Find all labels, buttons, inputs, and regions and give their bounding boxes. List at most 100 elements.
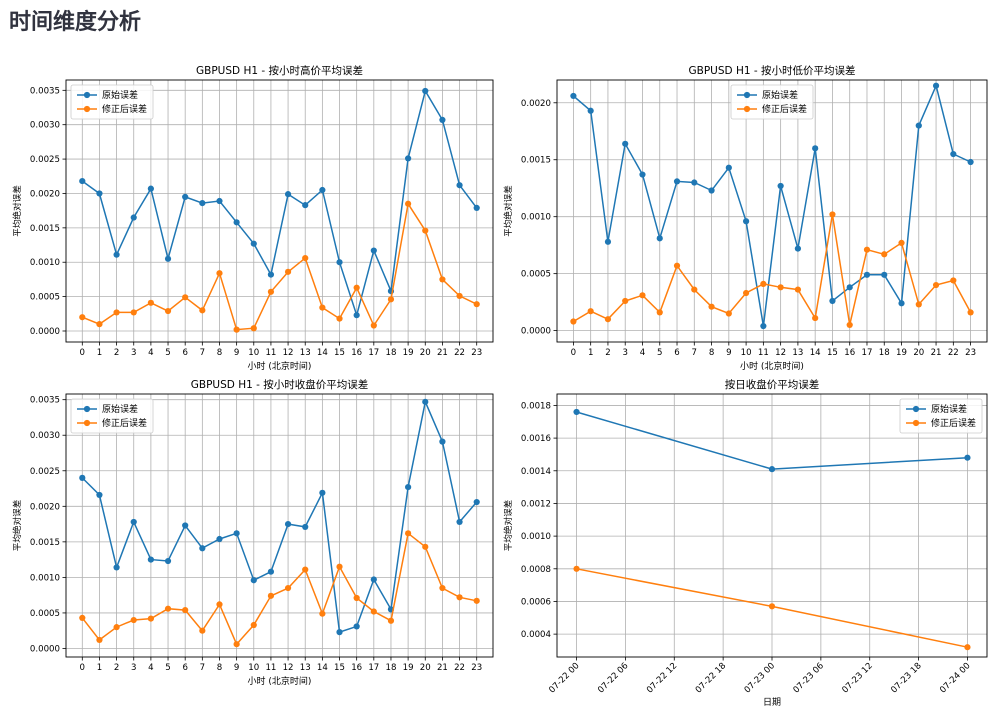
x-tick-label: 17 (862, 348, 873, 358)
data-point (199, 199, 206, 207)
x-tick-label: 6 (182, 663, 187, 673)
data-point (950, 277, 957, 284)
x-tick-label: 18 (879, 348, 890, 358)
x-tick-label: 21 (437, 348, 448, 358)
data-point (932, 82, 940, 89)
data-point (182, 294, 189, 301)
data-point (387, 617, 395, 624)
chart-high: 0.0000 0.0005 0.0010 0.0015 0.0020 0.0025 0.00… (11, 64, 494, 372)
data-point (863, 271, 871, 278)
series-line (81, 399, 478, 634)
data-point (760, 322, 767, 330)
x-tick-label: 12 (283, 663, 294, 673)
data-point (656, 309, 663, 316)
x-tick-label: 23 (965, 348, 976, 358)
data-point (250, 325, 257, 332)
x-tick-label: 3 (622, 348, 627, 358)
data-point (950, 150, 957, 158)
x-tick-label: 0 (80, 663, 85, 673)
y-tick-label: 0.0005 (30, 293, 60, 303)
x-tick-label: 15 (334, 663, 345, 673)
data-point (353, 623, 360, 630)
x-tick-label: 5 (165, 663, 170, 673)
legend-label: 修正后误差 (762, 103, 807, 115)
data-point (691, 286, 698, 293)
data-point (656, 235, 663, 242)
y-tick-label: 0.0012 (521, 499, 551, 509)
y-tick-label: 0.0030 (30, 121, 60, 131)
x-tick-label: 07-23 18 (889, 661, 923, 695)
legend-label: 原始误差 (102, 403, 138, 415)
x-tick-label: 14 (317, 663, 328, 673)
x-tick-label: 22 (454, 663, 465, 673)
data-point (967, 158, 974, 166)
data-point (725, 164, 732, 171)
chart-title: GBPUSD H1 - 按小时低价平均误差 (689, 64, 856, 77)
data-point (570, 318, 577, 325)
x-tick-label: 3 (131, 348, 136, 358)
y-tick-label: 0.0000 (30, 327, 60, 337)
data-point (147, 556, 154, 563)
data-point (794, 245, 802, 252)
series-corrected (79, 530, 480, 648)
data-point (302, 202, 309, 209)
x-tick-label: 19 (403, 663, 414, 673)
y-tick-label: 0.0016 (521, 434, 551, 444)
data-point (130, 309, 137, 316)
data-point (79, 177, 86, 185)
data-point (405, 530, 412, 537)
data-point (199, 307, 206, 314)
data-point (768, 603, 776, 610)
x-tick-label: 9 (726, 348, 731, 358)
data-point (387, 296, 395, 303)
legend-marker (83, 405, 91, 413)
y-tick-label: 0.0035 (30, 396, 60, 406)
series-line (81, 89, 478, 318)
legend-marker (743, 91, 751, 99)
data-point (673, 178, 681, 185)
y-tick-label: 0.0020 (30, 189, 60, 199)
series-original (79, 398, 480, 636)
y-tick-label: 0.0008 (521, 565, 551, 575)
data-point (812, 145, 819, 152)
x-tick-label: 07-22 18 (694, 661, 728, 695)
x-tick-label: 6 (674, 348, 679, 358)
y-tick-label: 0.0030 (30, 431, 60, 441)
x-tick-label: 19 (403, 348, 414, 358)
data-point (604, 238, 612, 245)
y-tick-label: 0.0025 (30, 467, 60, 477)
y-tick-label: 0.0006 (521, 597, 551, 607)
data-point (898, 300, 905, 307)
series-line (572, 83, 971, 327)
data-point (302, 523, 309, 531)
data-point (456, 182, 463, 189)
data-point (96, 491, 103, 499)
chart-close: 0.0000 0.0005 0.0010 0.0015 0.0020 0.0025 0.00… (11, 378, 494, 687)
data-point (964, 644, 971, 651)
y-tick-label: 0.0020 (521, 99, 551, 109)
x-tick-label: 7 (200, 348, 205, 358)
x-tick-label: 1 (97, 348, 102, 358)
x-tick-label: 17 (368, 663, 379, 673)
data-point (708, 303, 715, 310)
data-point (405, 200, 412, 207)
data-point (147, 299, 154, 306)
plot-frame (556, 79, 988, 343)
x-tick-label: 07-23 06 (792, 661, 826, 695)
data-point (473, 301, 480, 308)
x-tick-label: 4 (148, 663, 153, 673)
data-point (216, 197, 223, 205)
data-point (267, 592, 275, 599)
data-point (725, 310, 732, 317)
data-point (863, 246, 871, 253)
y-axis-label: 平均绝对误差 (502, 185, 514, 237)
data-point (439, 116, 446, 123)
data-point (881, 271, 888, 278)
x-tick-label: 12 (775, 348, 786, 358)
x-tick-label: 21 (437, 663, 448, 673)
data-point (639, 171, 646, 178)
x-tick-label: 22 (948, 348, 959, 358)
